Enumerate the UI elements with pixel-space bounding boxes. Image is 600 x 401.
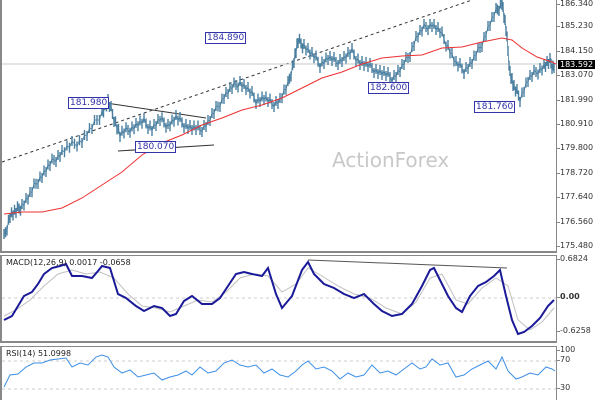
current-price-badge: 183.592 [558, 60, 596, 69]
macd-axis[interactable]: 0.6824 0.00 -0.6258 [556, 255, 600, 343]
rsi-line [3, 354, 556, 388]
price-label: 180.070 [135, 141, 177, 153]
price-panel[interactable]: ActionForex 181.980 180.070 184.890 182.600… [0, 0, 556, 253]
price-tick: 179.800 [556, 143, 594, 153]
price-tick: 177.640 [556, 192, 594, 202]
price-bars [3, 0, 555, 239]
price-label: 182.600 [368, 82, 410, 94]
rsi-axis[interactable]: 100 70 30 [556, 346, 600, 400]
price-tick: 184.150 [556, 45, 594, 55]
macd-divergence-line [307, 259, 508, 269]
trend-channel-dashed [2, 0, 473, 163]
price-tick: 178.720 [556, 167, 594, 177]
triangle-upper [105, 102, 207, 119]
rsi-plot [2, 354, 556, 390]
price-axis[interactable]: 186.340 185.230 184.150 183.070 181.990 180.9… [556, 0, 600, 253]
rsi-tick-30: 30 [556, 383, 571, 392]
price-label: 181.760 [474, 101, 516, 113]
rsi-tick-70: 70 [556, 355, 571, 364]
price-label: 184.890 [205, 32, 247, 44]
price-label: 181.980 [68, 97, 110, 109]
macd-tick-bottom: -0.6258 [557, 326, 591, 335]
macd-title: MACD(12,26,9) 0.0017 -0.0658 [6, 258, 131, 267]
price-chart-plot [2, 0, 556, 239]
rsi-title: RSI(14) 51.0998 [6, 349, 72, 358]
sma-line [3, 37, 556, 215]
price-tick: 176.560 [556, 216, 594, 226]
price-tick: 186.340 [556, 0, 594, 8]
macd-tick-zero: 0.00 [557, 292, 580, 301]
price-tick: 175.480 [556, 241, 594, 250]
price-tick: 185.230 [556, 21, 594, 31]
macd-macd-line [3, 260, 555, 336]
macd-plot [2, 259, 556, 336]
rsi-panel[interactable]: RSI(14) 51.0998 [0, 346, 556, 400]
price-tick: 181.990 [556, 94, 594, 104]
macd-tick-top: 0.6824 [557, 254, 588, 263]
watermark: ActionForex [332, 148, 450, 172]
rsi-tick-100: 100 [556, 345, 576, 354]
price-tick: 180.910 [556, 119, 594, 128]
price-tick: 183.070 [556, 70, 594, 80]
macd-panel[interactable]: MACD(12,26,9) 0.0017 -0.0658 [0, 255, 556, 343]
